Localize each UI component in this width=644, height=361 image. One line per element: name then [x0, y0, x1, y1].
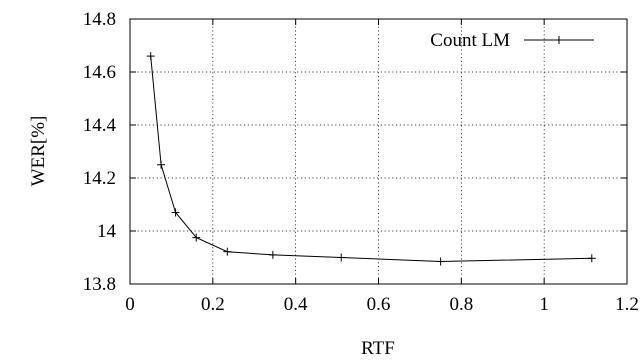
data-point — [157, 160, 166, 169]
data-point — [223, 247, 232, 256]
x-tick-label: 1.2 — [615, 294, 639, 315]
data-point — [268, 250, 277, 259]
legend-label-count-lm: Count LM — [430, 30, 510, 51]
x-tick-label: 0.4 — [284, 294, 308, 315]
x-tick-label: 0.2 — [201, 294, 225, 315]
series-layer — [146, 52, 596, 266]
x-tick-label: 0 — [125, 294, 135, 315]
data-point — [171, 208, 180, 217]
data-point — [192, 233, 201, 242]
x-tick-label: 0.6 — [367, 294, 391, 315]
y-axis-label: WER[%] — [28, 116, 49, 187]
x-tick-label: 1 — [539, 294, 549, 315]
data-point — [337, 253, 346, 262]
tick-labels: 0 0.2 0.4 0.6 0.8 1 1.2 13.8 14 14.2 14.4 14.6 14.8 — [83, 9, 639, 315]
y-tick-label: 14.4 — [83, 115, 117, 136]
data-point — [436, 257, 445, 266]
y-tick-label: 14.6 — [83, 62, 116, 83]
y-tick-label: 14.8 — [83, 9, 116, 30]
legend-marker — [555, 36, 563, 44]
y-tick-label: 14.2 — [83, 168, 116, 189]
y-tick-label: 14 — [97, 221, 117, 242]
axis-ticks — [129, 18, 628, 285]
x-tick-label: 0.8 — [449, 294, 473, 315]
data-point — [146, 52, 155, 61]
legend: Count LM — [430, 30, 594, 51]
y-tick-label: 13.8 — [83, 274, 116, 295]
x-axis-label: RTF — [361, 338, 395, 359]
grid-lines — [130, 19, 627, 284]
data-point — [587, 254, 596, 263]
